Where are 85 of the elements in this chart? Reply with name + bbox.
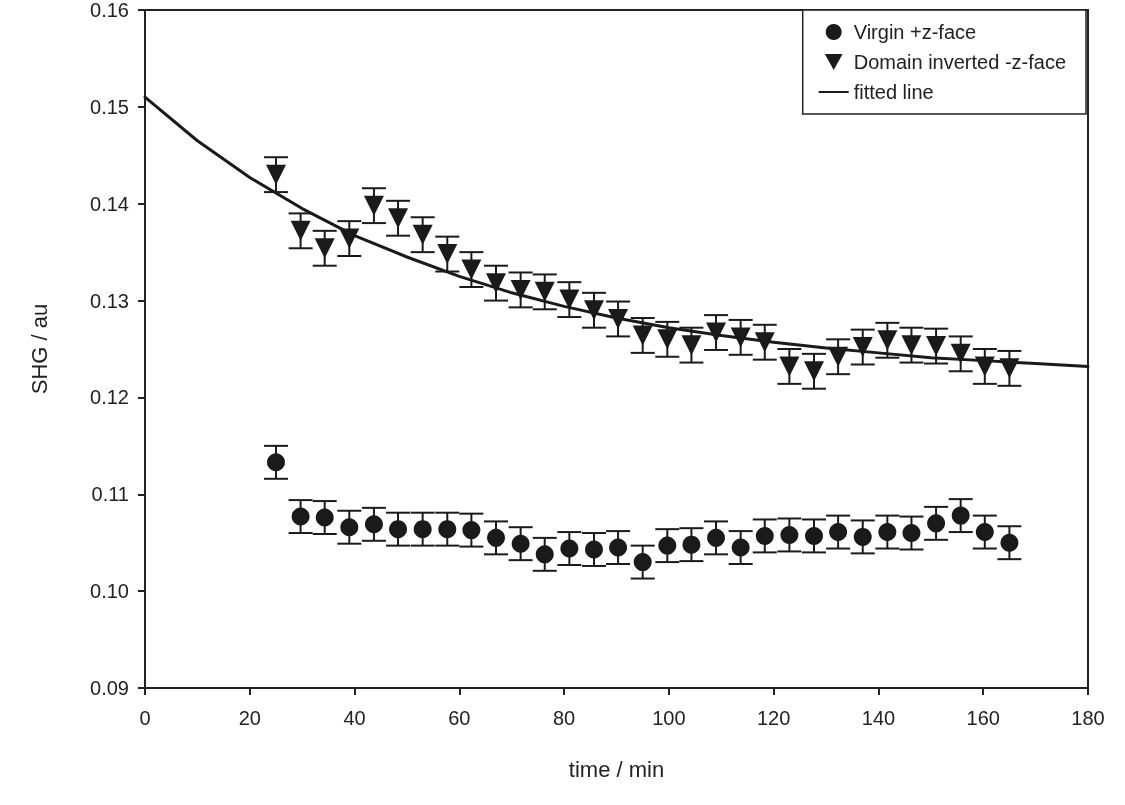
point [878, 523, 897, 542]
point [853, 527, 872, 546]
point [339, 228, 360, 249]
point [438, 520, 457, 539]
point [291, 507, 310, 526]
point [412, 224, 433, 245]
y-tick-label: 0.16 [90, 0, 129, 21]
point [755, 526, 774, 545]
y-tick-label: 0.14 [90, 192, 129, 215]
y-tick-label: 0.09 [90, 677, 129, 699]
point [340, 518, 359, 537]
point [584, 540, 603, 559]
point [389, 520, 408, 539]
y-tick-label: 0.13 [90, 289, 129, 312]
legend-label: Domain inverted -z-face [853, 51, 1067, 73]
point [951, 506, 970, 525]
point [314, 238, 335, 259]
y-axis-title: SHG / au [26, 303, 52, 395]
point [315, 508, 334, 527]
point [633, 553, 652, 572]
point [486, 273, 507, 294]
x-tick-label: 60 [448, 707, 471, 729]
point [975, 523, 994, 542]
point [437, 244, 458, 265]
x-tick-label: 20 [238, 707, 261, 729]
point [559, 289, 580, 310]
point [682, 535, 701, 554]
x-tick-label: 120 [756, 707, 791, 729]
y-tick-label: 0.15 [90, 95, 129, 118]
x-axis-title: time / min [568, 756, 665, 782]
point [877, 330, 898, 351]
point [462, 521, 481, 540]
point [388, 208, 409, 229]
point [608, 308, 629, 329]
point [535, 545, 554, 564]
x-tick-label: 80 [552, 707, 576, 729]
point [974, 356, 995, 377]
point [534, 281, 555, 302]
x-tick-label: 160 [966, 707, 1000, 729]
y-tick-label: 0.10 [90, 580, 129, 603]
point [560, 539, 579, 558]
point [658, 536, 677, 555]
legend-label: fitted line [853, 81, 934, 103]
y-tick-label: 0.11 [91, 483, 129, 506]
point [363, 195, 384, 216]
point [265, 164, 286, 185]
point [731, 538, 750, 557]
point [828, 346, 849, 367]
point [266, 453, 285, 472]
point [829, 523, 848, 542]
point [901, 335, 922, 356]
point [609, 538, 628, 557]
x-tick-label: 140 [861, 707, 896, 729]
point [413, 520, 432, 539]
point [1000, 533, 1019, 552]
point [730, 327, 751, 348]
point [927, 514, 946, 533]
point [681, 335, 702, 356]
point [657, 329, 678, 350]
point [510, 279, 531, 300]
x-tick-label: 100 [652, 707, 686, 729]
point [364, 515, 383, 534]
point [852, 337, 873, 358]
point [780, 525, 799, 544]
point [754, 332, 775, 353]
y-tick-label: 0.12 [90, 386, 129, 409]
point [511, 534, 530, 553]
point [805, 526, 824, 545]
legend-label: Virgin +z-face [853, 21, 977, 43]
point [487, 528, 506, 547]
point [583, 300, 604, 321]
x-tick-label: 40 [343, 707, 366, 729]
point [290, 220, 311, 241]
point [461, 259, 482, 280]
point [950, 343, 971, 364]
point [707, 528, 726, 547]
x-tick-label: 180 [1071, 707, 1105, 729]
x-tick-label: 0 [139, 707, 151, 729]
point [632, 325, 653, 346]
point [902, 524, 921, 543]
point [999, 358, 1020, 379]
point [706, 322, 727, 343]
point [804, 361, 825, 382]
point [926, 336, 947, 357]
point [779, 356, 800, 377]
